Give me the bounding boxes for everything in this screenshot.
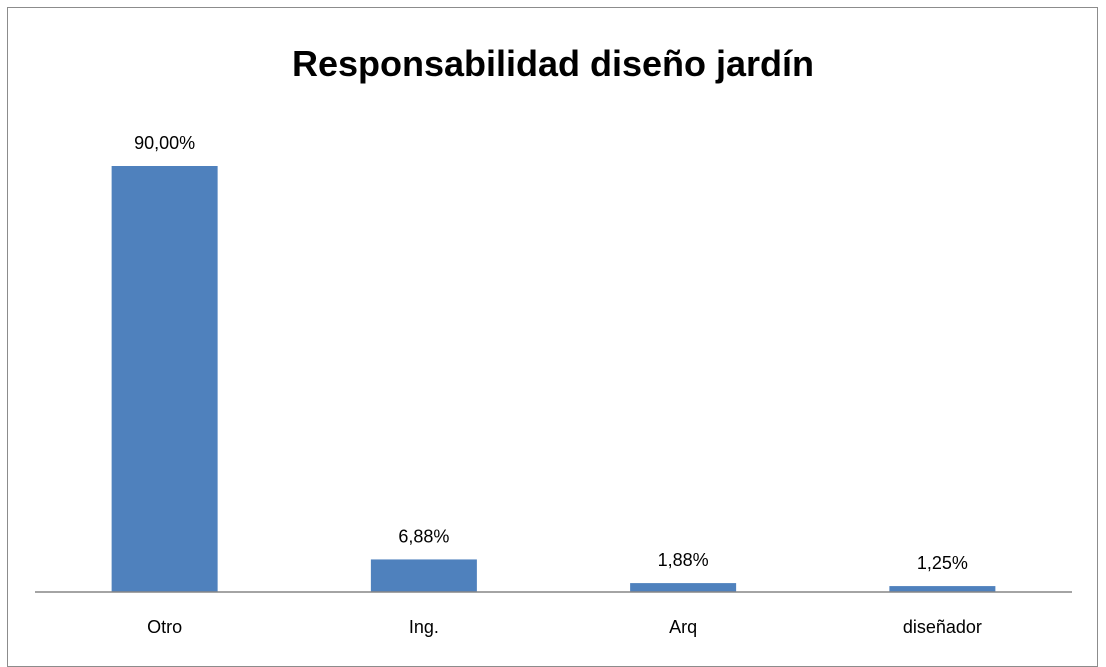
category-label-arq: Arq [669,617,697,637]
bar-ing [370,559,477,592]
bar-diseñador [889,586,996,592]
bar-arq [630,583,737,592]
chart-title: Responsabilidad diseño jardín [292,43,814,84]
category-label-otro: Otro [147,617,182,637]
data-label-otro: 90,00% [134,133,195,153]
data-labels: 90,00% 6,88% 1,88% 1,25% [134,133,968,573]
bar-chart: Responsabilidad diseño jardín Otro Ing. Ar… [35,43,1072,637]
bar-otro [111,166,218,592]
data-label-arq: 1,88% [658,550,709,570]
data-label-diseñador: 1,25% [917,553,968,573]
category-label-diseñador: diseñador [903,617,982,637]
bars-group [111,166,996,592]
data-label-ing: 6,88% [398,526,449,546]
category-label-ing: Ing. [409,617,439,637]
category-labels: Otro Ing. Arq diseñador [147,617,982,637]
